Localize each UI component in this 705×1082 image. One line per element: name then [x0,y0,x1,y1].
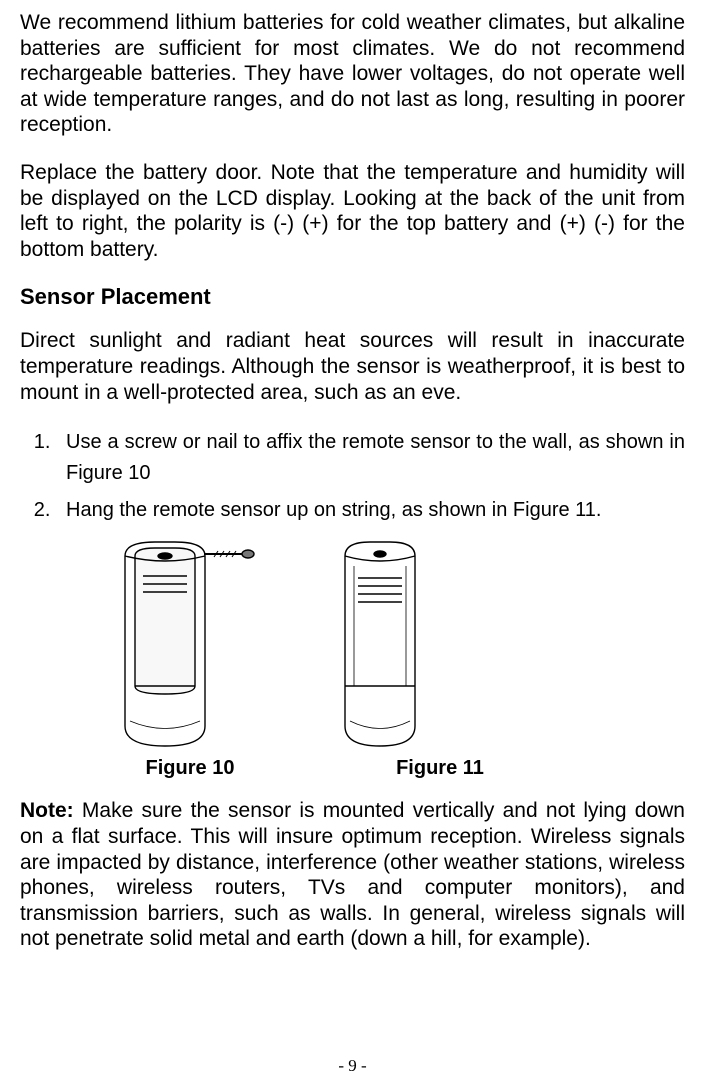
figure-10 [80,536,260,751]
page-container: We recommend lithium batteries for cold … [0,0,705,1082]
figure-11-svg [310,536,450,751]
page-number: - 9 - [0,1056,705,1076]
figure-11 [310,536,450,751]
note-text: Make sure the sensor is mounted vertical… [20,799,685,950]
heading-sensor-placement: Sensor Placement [20,284,685,310]
figure-captions: Figure 10 Figure 11 [20,757,685,780]
figure-11-caption: Figure 11 [340,757,540,780]
steps-list: Use a screw or nail to affix the remote … [20,427,685,526]
paragraph-sensor-intro: Direct sunlight and radiant heat sources… [20,328,685,405]
figures-row [80,536,685,751]
paragraph-batteries: We recommend lithium batteries for cold … [20,10,685,138]
figure-10-caption: Figure 10 [70,757,310,780]
note-label: Note: [20,799,74,822]
step-2: Hang the remote sensor up on string, as … [56,495,685,526]
figure-10-svg [80,536,260,751]
paragraph-battery-door: Replace the battery door. Note that the … [20,160,685,262]
step-1: Use a screw or nail to affix the remote … [56,427,685,489]
paragraph-note: Note: Make sure the sensor is mounted ve… [20,798,685,952]
